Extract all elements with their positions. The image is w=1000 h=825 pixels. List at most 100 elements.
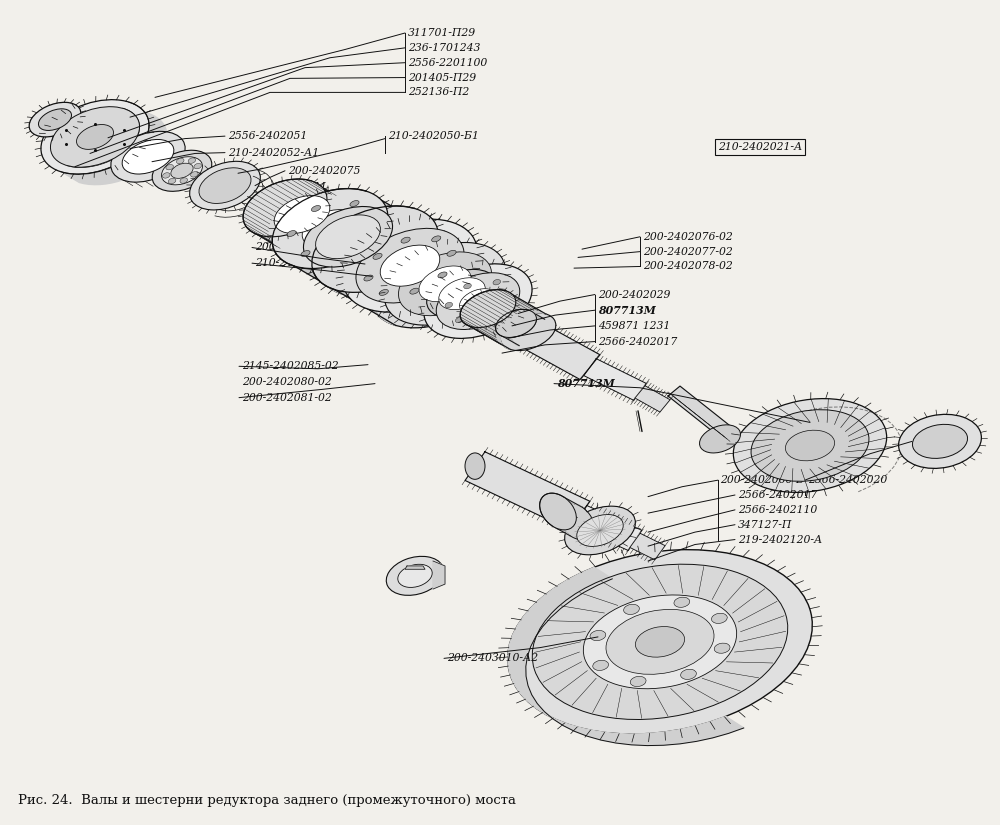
Polygon shape [508,568,744,746]
Ellipse shape [343,219,477,312]
Ellipse shape [171,163,193,178]
Ellipse shape [287,230,296,237]
Ellipse shape [191,172,198,177]
Polygon shape [540,493,582,535]
Ellipse shape [577,515,623,546]
Ellipse shape [302,210,358,248]
Ellipse shape [29,102,81,137]
Ellipse shape [410,288,419,295]
Ellipse shape [565,507,635,554]
Text: 210-2402050-Б1: 210-2402050-Б1 [388,131,479,141]
Ellipse shape [711,613,727,624]
Ellipse shape [464,284,471,289]
Text: 2566-2402017: 2566-2402017 [598,337,677,346]
Text: 2556-2201100: 2556-2201100 [408,58,487,68]
Ellipse shape [424,264,532,338]
Ellipse shape [493,280,501,285]
Ellipse shape [630,676,646,686]
Ellipse shape [590,630,606,640]
Ellipse shape [303,206,393,267]
Ellipse shape [624,604,639,615]
Polygon shape [465,452,590,530]
Text: 200-2402078-02: 200-2402078-02 [643,262,733,271]
Polygon shape [272,189,414,294]
Text: 200-2402077-02: 200-2402077-02 [643,247,733,257]
Polygon shape [490,305,600,380]
Ellipse shape [339,246,349,252]
Ellipse shape [265,189,339,240]
Ellipse shape [496,309,536,337]
Ellipse shape [312,206,438,292]
Text: 200-2402047-А: 200-2402047-А [255,243,339,252]
Text: 459871 1231: 459871 1231 [598,321,670,331]
Ellipse shape [271,196,355,253]
Polygon shape [584,359,646,400]
Ellipse shape [508,549,812,734]
Ellipse shape [162,157,202,185]
Text: 7712М: 7712М [288,182,327,192]
Ellipse shape [166,164,173,170]
Ellipse shape [460,289,496,314]
Ellipse shape [190,162,260,210]
Ellipse shape [373,253,382,259]
Ellipse shape [163,172,170,178]
Ellipse shape [512,318,552,346]
Polygon shape [312,206,475,325]
Text: 201405-П29: 201405-П29 [408,73,476,82]
Ellipse shape [503,295,511,300]
Ellipse shape [439,278,485,309]
Polygon shape [460,290,546,350]
Ellipse shape [485,314,492,318]
Ellipse shape [385,243,505,325]
Ellipse shape [176,158,184,163]
Ellipse shape [320,217,436,296]
Ellipse shape [199,167,251,204]
Ellipse shape [364,275,373,281]
Ellipse shape [500,313,556,351]
Polygon shape [668,386,732,439]
Ellipse shape [419,266,471,302]
Text: 200-2402075: 200-2402075 [288,166,360,176]
Ellipse shape [282,196,378,262]
Ellipse shape [438,272,447,278]
Ellipse shape [427,270,497,318]
Ellipse shape [350,200,359,206]
Polygon shape [635,386,670,412]
Polygon shape [405,566,425,569]
Polygon shape [67,108,158,178]
Ellipse shape [714,644,730,653]
Ellipse shape [372,242,498,328]
Ellipse shape [465,453,485,479]
Text: 200-2402029: 200-2402029 [598,290,670,299]
Ellipse shape [733,398,887,493]
Ellipse shape [38,109,72,130]
Ellipse shape [445,302,453,308]
Text: 200-2402060-Б: 200-2402060-Б [720,475,804,485]
Text: 200-2402076-02: 200-2402076-02 [643,232,733,242]
Ellipse shape [243,179,327,237]
Ellipse shape [398,564,432,587]
Text: 347127-П: 347127-П [738,520,792,530]
Ellipse shape [674,597,690,607]
Ellipse shape [180,178,188,183]
Polygon shape [61,102,167,185]
Polygon shape [630,533,665,560]
Text: 210-2402052-А1: 210-2402052-А1 [228,148,319,158]
Text: 200-2403010-А2: 200-2403010-А2 [447,653,538,663]
Text: 252136-П2: 252136-П2 [408,87,469,97]
Ellipse shape [635,626,685,658]
Text: 2566-2402020: 2566-2402020 [808,475,887,485]
Ellipse shape [316,214,380,259]
Ellipse shape [356,229,464,303]
Ellipse shape [785,430,835,461]
Ellipse shape [152,150,212,191]
Ellipse shape [50,106,140,167]
Ellipse shape [188,158,196,163]
Polygon shape [573,506,642,550]
Polygon shape [433,561,445,589]
Ellipse shape [401,237,410,243]
Text: 807713М: 807713М [598,304,656,316]
Ellipse shape [899,414,981,469]
Text: 807713М: 807713М [557,378,615,389]
Ellipse shape [532,564,788,719]
